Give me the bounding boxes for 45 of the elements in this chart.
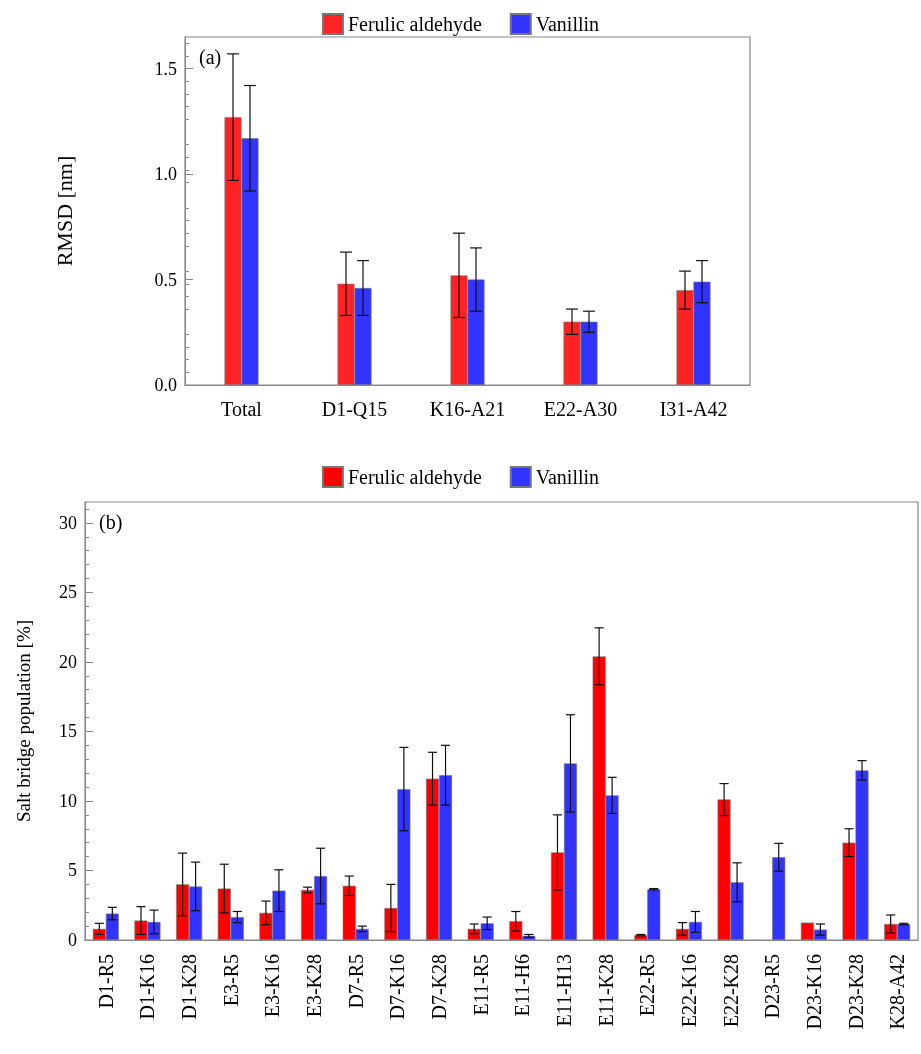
x-tick-label: D7-K28 — [428, 954, 451, 1020]
x-tick-label: K28-A42 — [886, 954, 909, 1030]
x-tick-label: E11-K28 — [594, 954, 617, 1027]
y-tick-label: 1.5 — [154, 58, 177, 79]
x-tick-label: E11-H13 — [552, 954, 575, 1027]
x-tick-label: E3-K28 — [303, 954, 326, 1018]
x-tick-label: E3-K16 — [261, 954, 284, 1018]
y-tick-label: 20 — [59, 651, 77, 672]
x-tick-label: E11-H6 — [511, 954, 534, 1017]
y-tick-label: 10 — [59, 790, 77, 811]
y-axis-title: RMSD [nm] — [51, 155, 77, 267]
y-tick-label: 30 — [59, 512, 77, 533]
x-tick-label: D1-K28 — [178, 954, 201, 1020]
y-axis-title: Salt bridge population [%] — [13, 619, 34, 823]
x-tick-label: K16-A21 — [429, 398, 506, 420]
y-tick-label: 0.0 — [154, 375, 177, 395]
x-tick-label: D23-K16 — [802, 954, 825, 1030]
y-tick-label: 0.5 — [154, 269, 177, 290]
x-tick-label: D23-R5 — [761, 954, 784, 1019]
x-tick-label: D23-K28 — [844, 954, 867, 1030]
x-tick-label: I31-A42 — [659, 398, 728, 420]
x-tick-label: D1-Q15 — [321, 398, 388, 420]
y-tick-label: 15 — [59, 721, 77, 742]
x-tick-label: D7-K16 — [386, 954, 409, 1020]
x-tick-label: Total — [221, 398, 263, 420]
x-tick-label: E22-K16 — [677, 954, 700, 1028]
y-tick-label: 0 — [68, 930, 77, 950]
x-tick-label: D7-R5 — [344, 954, 367, 1009]
y-tick-label: 1.0 — [154, 164, 177, 185]
y-tick-label: 25 — [59, 582, 77, 603]
x-tick-label: E11-R5 — [469, 954, 492, 1016]
x-tick-label: D1-K16 — [136, 954, 159, 1020]
bar — [772, 857, 786, 940]
legend-label: Vanillin — [535, 13, 600, 35]
x-tick-label: E22-A30 — [543, 398, 618, 420]
y-tick-label: 5 — [68, 860, 77, 881]
x-tick-label: E22-R5 — [636, 954, 659, 1017]
legend-label: Ferulic aldehyde — [347, 13, 482, 36]
x-tick-label: E3-R5 — [219, 954, 242, 1007]
x-tick-label: D1-R5 — [94, 954, 117, 1009]
annotation: (a) — [199, 46, 222, 69]
annotation: (b) — [99, 511, 123, 534]
x-tick-label: E22-K28 — [719, 954, 742, 1028]
legend-label: Ferulic aldehyde — [347, 466, 482, 489]
legend-label: Vanillin — [535, 466, 600, 488]
